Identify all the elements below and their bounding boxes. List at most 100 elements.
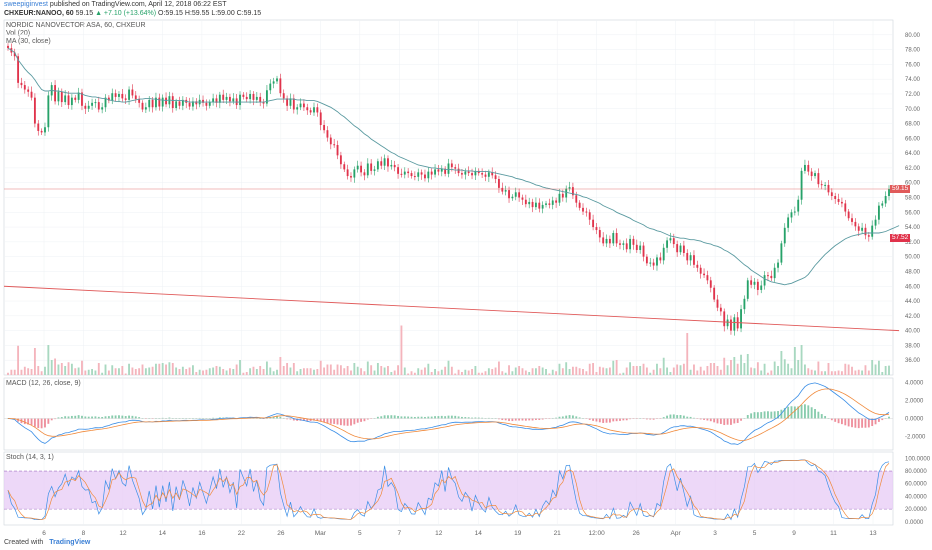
volume-bar [857,369,860,375]
macd-histogram-bar [662,417,665,419]
volume-bar [10,369,13,375]
candle-body [400,173,403,175]
x-tick-label: 22 [238,530,246,537]
y-tick-label: 58.00 [905,196,921,202]
volume-bar [188,367,191,375]
macd-histogram-bar [144,418,147,419]
volume-bar [511,371,514,375]
volume-bar [444,366,447,375]
macd-histogram-bar [383,415,386,419]
volume-bar [625,367,628,375]
macd-histogram-bar [161,417,164,419]
macd-histogram-bar [625,418,628,421]
macd-histogram-bar [124,416,127,419]
macd-histogram-bar [508,418,510,421]
candle-body [44,127,46,133]
volume-bar [534,368,537,375]
volume-bar [380,366,383,375]
candle-body [730,319,732,331]
volume-bar [107,370,110,375]
created-with-text: Created with [4,539,44,546]
candle-body [760,285,763,290]
volume-bar [343,368,346,375]
macd-histogram-bar [87,416,90,419]
volume-bar [13,369,16,375]
volume-bar [225,370,228,375]
author-link[interactable]: sweepiginvest [4,1,48,8]
volume-bar [430,372,433,375]
candle-body [528,201,531,205]
volume-bar [693,364,695,375]
candle-body [874,219,877,226]
macd-histogram-bar [820,414,823,419]
macd-histogram-bar [37,418,40,429]
volume-bar [484,371,487,375]
macd-histogram-bar [430,416,433,419]
macd-histogram-bar [622,418,625,421]
candle-body [625,243,628,250]
tradingview-logo[interactable]: TradingView [49,539,91,546]
volume-bar [252,366,255,375]
candle-body [383,158,386,166]
volume-bar [64,366,67,375]
candle-body [504,190,507,192]
candle-body [376,161,379,170]
volume-bar [296,371,299,375]
macd-tick-label: 4.0000 [905,381,924,387]
x-tick-label: 12:00 [589,530,606,537]
macd-histogram-bar [659,418,662,419]
x-tick-label: 3 [713,530,717,537]
volume-bar [555,371,558,375]
candle-body [242,94,245,97]
macd-histogram-bar [84,416,87,419]
macd-histogram-bar [111,415,114,419]
macd-histogram-bar [33,418,36,427]
macd-histogram-bar [719,418,722,424]
volume-bar [165,364,167,375]
volume-bar [699,366,702,375]
volume-bar [81,360,83,375]
macd-histogram-bar [531,418,534,421]
volume-bar [605,368,608,375]
volume-bar [652,369,655,375]
macd-histogram-bar [538,418,541,420]
macd-histogram-bar [336,418,339,425]
y-tick-label: 78.00 [905,48,921,54]
candle-body [276,78,278,82]
volume-bar [578,368,581,375]
macd-histogram-bar [814,409,816,419]
volume-bar [649,372,652,375]
macd-tick-label: 0.0000 [905,417,924,423]
y-tick-label: 38.00 [905,343,921,349]
candle-body [763,275,766,286]
volume-bar [144,368,147,375]
macd-histogram-bar [696,418,699,419]
volume-bar [669,372,672,375]
candle-body [60,91,63,103]
volume-bar [874,364,877,375]
candle-body [699,267,702,274]
volume-bar [588,363,591,375]
volume-bar [666,367,668,375]
volume-bar [477,372,480,375]
macd-histogram-bar [830,418,833,421]
volume-bar [827,363,830,375]
volume-bar [676,364,679,375]
y-tick-label: 68.00 [905,122,921,128]
ma-price-tag: 57.52 [890,234,911,243]
macd-histogram-bar [376,416,379,419]
candle-body [484,174,487,177]
volume-bar [198,369,201,375]
candle-body [218,94,221,103]
volume-bar [602,367,605,375]
macd-histogram-bar [101,416,104,419]
candle-body [336,144,339,156]
candle-body [639,245,642,251]
candle-body [239,94,241,106]
candle-body [864,227,867,236]
macd-histogram-bar [121,415,124,419]
macd-histogram-bar [363,418,366,422]
x-tick-label: 26 [277,530,285,537]
macd-histogram-bar [588,418,591,420]
